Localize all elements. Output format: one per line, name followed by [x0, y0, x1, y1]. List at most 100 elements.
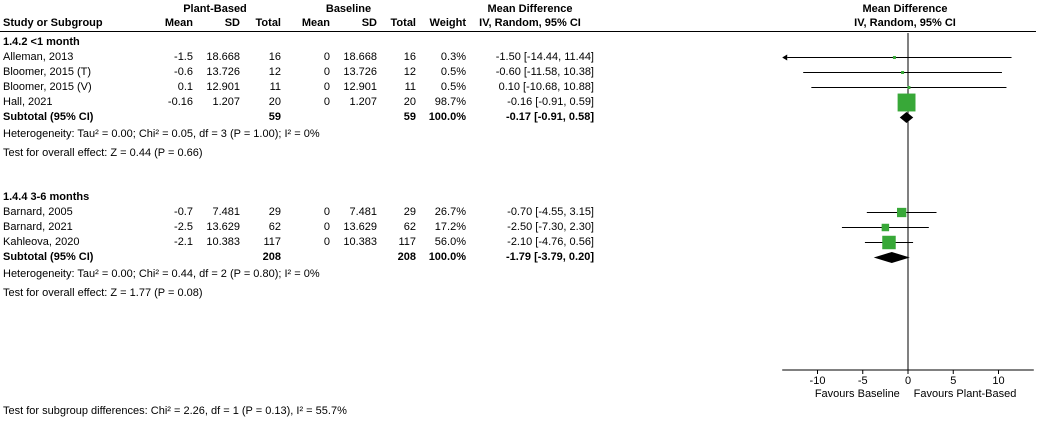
cell: 13.726: [343, 66, 377, 78]
col-weight: Weight: [429, 17, 466, 29]
study-label: Barnard, 2005: [3, 206, 73, 218]
cell: 208: [262, 251, 281, 263]
cell: -2.50 [-7.30, 2.30]: [507, 221, 594, 233]
cell: 17.2%: [434, 221, 466, 233]
plot-header: Mean Difference IV, Random, 95% CI: [775, 2, 1035, 30]
spacer-row: [3, 163, 597, 190]
cell: 18.668: [343, 51, 377, 63]
header-divider: [0, 31, 1036, 32]
study-row: Kahleova, 2020 -2.1 10.383 117 0 10.383 117 56.…: [3, 235, 597, 250]
axis-tick-label: -10: [810, 375, 826, 387]
cell: 29: [268, 206, 281, 218]
effect-square: [892, 56, 896, 59]
study-row: Bloomer, 2015 (V) 0.1 12.901 11 0 12.901 11 0.5…: [3, 80, 597, 95]
cell: -1.50 [-14.44, 11.44]: [495, 51, 594, 63]
axis-tick-label: 10: [992, 375, 1004, 387]
study-row: Barnard, 2005 -0.7 7.481 29 0 7.481 29 26.7% -0.…: [3, 205, 597, 220]
effect-square: [881, 223, 890, 232]
cell: 0.3%: [440, 51, 466, 63]
cell: -0.16: [167, 96, 193, 108]
col-mean-plant: Mean: [164, 17, 193, 29]
cell: -2.10 [-4.76, 0.56]: [507, 236, 594, 248]
cell: 0: [323, 236, 330, 248]
study-label: Bloomer, 2015 (V): [3, 81, 92, 93]
cell: 7.481: [349, 206, 377, 218]
cell: -1.5: [174, 51, 193, 63]
col-total-plant: Total: [255, 17, 281, 29]
axis-tick-label: -5: [858, 375, 868, 387]
cell: 117: [263, 236, 281, 248]
cell: [193, 250, 240, 265]
cell: 0: [323, 206, 330, 218]
cell: 0: [323, 66, 330, 78]
cell: 0: [323, 221, 330, 233]
header-spacer-weight: [416, 2, 466, 16]
favours-right-label: Favours Plant-Based: [914, 388, 1017, 400]
cell: 12.901: [206, 81, 240, 93]
col-iv-random-ci: IV, Random, 95% CI: [479, 17, 581, 29]
study-label: Subtotal (95% CI): [3, 111, 94, 123]
cell: 0: [323, 96, 330, 108]
effect-square: [897, 93, 916, 112]
subgroup-label: 1.4.2 <1 month: [3, 36, 80, 48]
cell: [281, 250, 330, 265]
spacer-row: [3, 303, 597, 330]
favours-left-label: Favours Baseline: [815, 388, 900, 400]
col-group-baseline: Baseline: [325, 3, 372, 15]
study-row: Alleman, 2013 -1.5 18.668 16 0 18.668 16 0.3% -1…: [3, 50, 597, 65]
cell: [281, 110, 330, 125]
table-body: 1.4.2 <1 month Alleman, 2013 -1.5 18.668 16 0…: [3, 35, 597, 330]
col-group-plant-based: Plant-Based: [183, 3, 247, 15]
cell: 12: [268, 66, 281, 78]
effect-square: [907, 86, 911, 89]
cell: -2.1: [174, 236, 193, 248]
subtotal-row: Subtotal (95% CI) 59 59 100.0% -0.17 [-0.91,…: [3, 110, 597, 125]
study-row: Barnard, 2021 -2.5 13.629 62 0 13.629 62 17.2% -…: [3, 220, 597, 235]
cell: 0.5%: [440, 81, 466, 93]
study-label: Hall, 2021: [3, 96, 53, 108]
cell: 59: [403, 111, 416, 123]
cell: -0.7: [174, 206, 193, 218]
cell: 16: [268, 51, 281, 63]
cell: 100.0%: [428, 111, 466, 123]
cell: 10.383: [343, 236, 377, 248]
col-sd-plant: SD: [224, 17, 240, 29]
cell: -1.79 [-3.79, 0.20]: [505, 251, 594, 263]
effect-square: [901, 71, 905, 74]
col-total-baseline: Total: [390, 17, 416, 29]
table-header-columns: Study or Subgroup Mean SD Total Mean SD …: [3, 16, 597, 30]
subtotal-diamond: [873, 252, 910, 263]
cell: -0.6: [174, 66, 193, 78]
cell: 100.0%: [428, 251, 466, 263]
cell: 56.0%: [434, 236, 466, 248]
cell: -0.16 [-0.91, 0.59]: [507, 96, 594, 108]
cell: 20: [268, 96, 281, 108]
cell: 26.7%: [434, 206, 466, 218]
subtotal-diamond: [899, 112, 914, 123]
cell: 0.5%: [440, 66, 466, 78]
cell: 18.668: [206, 51, 240, 63]
cell: 62: [268, 221, 281, 233]
overall-effect-note: Test for overall effect: Z = 0.44 (P = 0…: [3, 147, 203, 159]
study-label: Alleman, 2013: [3, 51, 74, 63]
cell: 12.901: [343, 81, 377, 93]
study-label: Subtotal (95% CI): [3, 251, 94, 263]
header-spacer: [3, 2, 149, 16]
cell: 20: [403, 96, 416, 108]
subgroup-difference-note: Test for subgroup differences: Chi² = 2.…: [3, 405, 347, 417]
study-row: Bloomer, 2015 (T) -0.6 13.726 12 0 13.726 12 0.…: [3, 65, 597, 80]
heterogeneity-note: Heterogeneity: Tau² = 0.00; Chi² = 0.44,…: [3, 268, 320, 280]
cell: 59: [268, 111, 281, 123]
effect-square: [882, 235, 896, 250]
cell: 0: [323, 81, 330, 93]
study-label: Kahleova, 2020: [3, 236, 80, 248]
col-study-or-subgroup: Study or Subgroup: [3, 17, 103, 29]
cell: 7.481: [212, 206, 240, 218]
cell: [330, 250, 377, 265]
subgroup-label: 1.4.4 3-6 months: [3, 191, 90, 203]
study-label: Bloomer, 2015 (T): [3, 66, 92, 78]
cell: 29: [403, 206, 416, 218]
cell: 11: [404, 81, 416, 93]
cell: 16: [403, 51, 416, 63]
